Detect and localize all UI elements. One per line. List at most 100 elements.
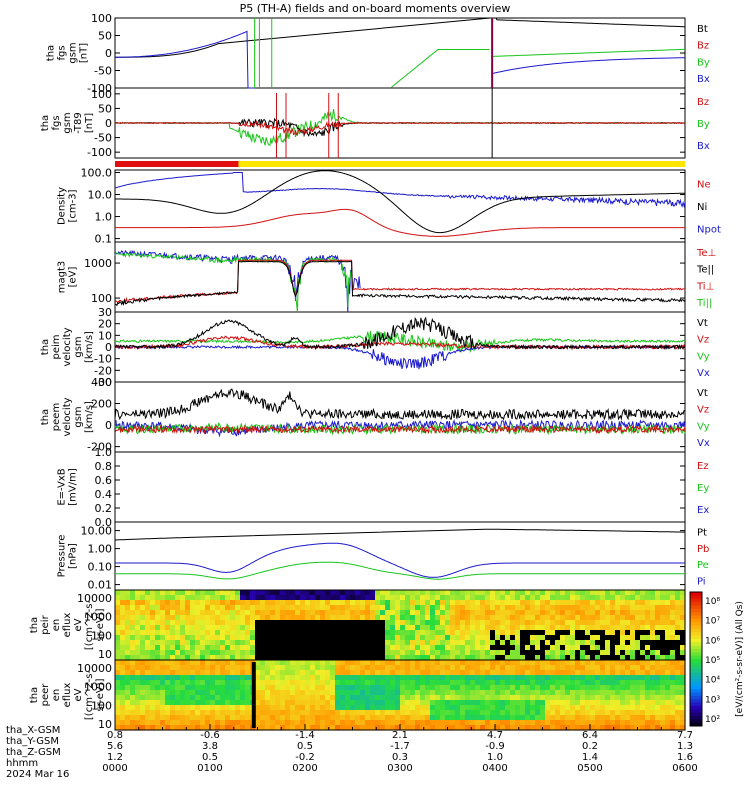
heatmap-cell	[380, 635, 386, 641]
heatmap-cell	[645, 725, 651, 731]
heatmap-cell	[535, 700, 541, 706]
heatmap-cell	[190, 660, 196, 666]
heatmap-cell	[210, 720, 216, 726]
heatmap-cell	[280, 715, 286, 721]
heatmap-cell	[150, 670, 156, 676]
heatmap-cell	[280, 650, 286, 656]
heatmap-cell	[190, 630, 196, 636]
heatmap-cell	[665, 650, 671, 656]
heatmap-cell	[680, 610, 686, 616]
heatmap-cell	[120, 670, 126, 676]
heatmap-cell	[545, 600, 551, 606]
heatmap-cell	[445, 680, 451, 686]
heatmap-cell	[360, 720, 366, 726]
heatmap-cell	[360, 600, 366, 606]
heatmap-cell	[465, 705, 471, 711]
heatmap-cell	[260, 620, 266, 626]
x-gsm-label: tha_X-GSM	[6, 725, 61, 736]
heatmap-cell	[500, 660, 506, 666]
heatmap-cell	[260, 710, 266, 716]
heatmap-cell	[340, 710, 346, 716]
heatmap-cell	[510, 625, 516, 631]
heatmap-cell	[525, 655, 531, 661]
heatmap-cell	[455, 665, 461, 671]
heatmap-cell	[485, 660, 491, 666]
heatmap-cell	[180, 670, 186, 676]
heatmap-cell	[680, 675, 686, 681]
heatmap-cell	[595, 670, 601, 676]
ylabel-peir: en	[51, 619, 62, 632]
heatmap-cell	[380, 670, 386, 676]
heatmap-cell	[455, 640, 461, 646]
heatmap-cell	[605, 665, 611, 671]
heatmap-cell	[150, 615, 156, 621]
heatmap-cell	[655, 705, 661, 711]
heatmap-cell	[230, 705, 236, 711]
heatmap-cell	[445, 600, 451, 606]
heatmap-cell	[670, 640, 676, 646]
heatmap-cell	[580, 680, 586, 686]
heatmap-cell	[455, 685, 461, 691]
heatmap-cell	[365, 620, 371, 626]
heatmap-cell	[590, 660, 596, 666]
heatmap-cell	[225, 595, 231, 601]
ytick-label-efield: 0.8	[95, 460, 113, 473]
heatmap-cell	[205, 655, 211, 661]
heatmap-cell	[175, 590, 181, 596]
heatmap-cell	[635, 595, 641, 601]
heatmap-cell	[320, 625, 326, 631]
heatmap-cell	[490, 660, 496, 666]
heatmap-cell	[650, 620, 656, 626]
heatmap-cell	[450, 710, 456, 716]
heatmap-cell	[160, 660, 166, 666]
heatmap-cell	[545, 690, 551, 696]
heatmap-cell	[500, 685, 506, 691]
heatmap-cell	[180, 665, 186, 671]
heatmap-cell	[255, 645, 261, 651]
heatmap-cell	[195, 685, 201, 691]
heatmap-cell	[460, 695, 466, 701]
heatmap-cell	[200, 700, 206, 706]
heatmap-cell	[310, 705, 316, 711]
heatmap-cell	[260, 715, 266, 721]
heatmap-cell	[235, 660, 241, 666]
heatmap-cell	[150, 665, 156, 671]
heatmap-cell	[185, 610, 191, 616]
heatmap-cell	[565, 715, 571, 721]
heatmap-cell	[445, 705, 451, 711]
ephemeris-value: 0.5	[297, 741, 313, 752]
heatmap-cell	[385, 685, 391, 691]
heatmap-cell	[240, 605, 246, 611]
heatmap-cell	[370, 695, 376, 701]
colorbar-tick: 10⁷	[705, 617, 720, 627]
heatmap-cell	[145, 650, 151, 656]
heatmap-cell	[190, 655, 196, 661]
heatmap-cell	[390, 610, 396, 616]
heatmap-cell	[135, 690, 141, 696]
heatmap-cell	[130, 650, 136, 656]
heatmap-cell	[650, 660, 656, 666]
heatmap-cell	[160, 695, 166, 701]
heatmap-cell	[505, 670, 511, 676]
heatmap-cell	[370, 595, 376, 601]
heatmap-cell	[490, 590, 496, 596]
heatmap-cell	[190, 725, 196, 731]
heatmap-cell	[390, 705, 396, 711]
heatmap-cell	[480, 700, 486, 706]
heatmap-cell	[275, 685, 281, 691]
heatmap-cell	[455, 655, 461, 661]
heatmap-cell	[400, 600, 406, 606]
heatmap-cell	[385, 670, 391, 676]
heatmap-cell	[290, 600, 296, 606]
heatmap-cell	[660, 640, 666, 646]
heatmap-cell	[480, 670, 486, 676]
heatmap-cell	[430, 720, 436, 726]
heatmap-cell	[505, 725, 511, 731]
heatmap-cell	[145, 660, 151, 666]
heatmap-cell	[555, 655, 561, 661]
heatmap-cell	[180, 710, 186, 716]
heatmap-cell	[275, 720, 281, 726]
heatmap-cell	[420, 590, 426, 596]
heatmap-cell	[285, 590, 291, 596]
heatmap-cell	[275, 605, 281, 611]
